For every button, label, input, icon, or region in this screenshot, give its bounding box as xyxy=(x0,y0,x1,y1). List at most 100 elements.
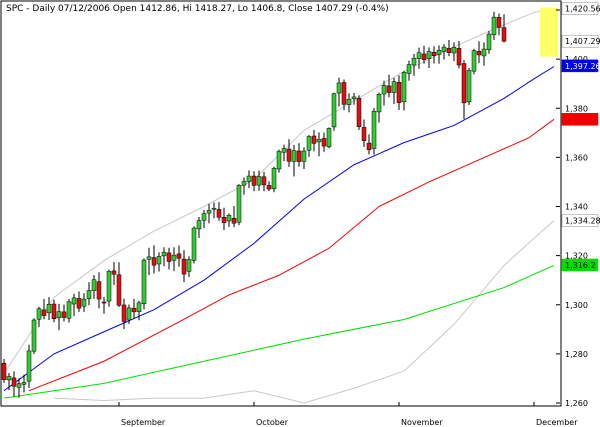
candle-body xyxy=(56,311,62,319)
candle-body xyxy=(391,81,397,93)
candle-body xyxy=(421,53,427,60)
candle-body xyxy=(386,85,392,93)
plot-frame xyxy=(0,0,562,407)
candle-body xyxy=(431,51,437,56)
candle-body xyxy=(91,279,97,291)
candle-body xyxy=(461,63,467,104)
candle-body xyxy=(26,350,32,382)
candle-body xyxy=(261,176,267,186)
candle-body xyxy=(426,51,432,59)
candle-body xyxy=(286,148,292,162)
candle-body xyxy=(351,96,357,100)
price-label-box xyxy=(561,258,599,272)
candle-body xyxy=(416,52,422,59)
series-line xyxy=(3,264,555,399)
candle-body xyxy=(456,48,462,66)
candle-body xyxy=(231,218,237,224)
candle-body xyxy=(136,302,142,312)
highlight-box xyxy=(540,7,558,57)
candle-body xyxy=(186,259,192,272)
candle-body xyxy=(226,215,232,222)
candle-body xyxy=(171,254,177,261)
candle-body xyxy=(496,17,502,28)
candle-body xyxy=(116,274,122,306)
candle-body xyxy=(236,185,242,223)
candle-body xyxy=(311,135,317,144)
candle-body xyxy=(466,70,472,103)
candle-body xyxy=(211,207,217,210)
candle-body xyxy=(121,304,127,322)
candle-body xyxy=(486,33,492,51)
candle-body xyxy=(131,307,137,313)
candle-body xyxy=(86,290,92,299)
candle-body xyxy=(31,319,37,352)
candle-body xyxy=(401,72,407,103)
candle-body xyxy=(246,175,252,182)
candle-body xyxy=(251,175,257,186)
y-tick-label: 1,280 xyxy=(565,350,588,359)
candle-body xyxy=(161,251,167,257)
candle-body xyxy=(16,383,22,388)
candle-body xyxy=(66,301,72,319)
candle-body xyxy=(141,259,147,305)
candle-body xyxy=(76,298,82,309)
candle-body xyxy=(151,257,157,266)
candle-body xyxy=(276,151,282,170)
y-tick-label: 1,360 xyxy=(565,153,588,162)
series-line xyxy=(28,118,555,392)
price-label: 1,375 xyxy=(565,115,588,124)
candle-body xyxy=(301,150,307,162)
candle-body xyxy=(446,48,452,53)
candle-body xyxy=(411,57,417,66)
y-tick-label: 1,260 xyxy=(565,399,588,408)
y-tick-label: 1,380 xyxy=(565,104,588,113)
candle-body xyxy=(306,136,312,151)
candle-body xyxy=(356,97,362,127)
candle-body xyxy=(361,127,367,141)
candle-body xyxy=(181,258,187,275)
candle-body xyxy=(451,47,457,54)
price-label: 1,397.26 xyxy=(565,62,600,71)
x-tick-label: September xyxy=(121,418,166,427)
candle-body xyxy=(196,220,202,230)
candle-body xyxy=(146,256,152,260)
candle-body xyxy=(271,167,277,190)
series-line xyxy=(3,66,555,392)
candle-body xyxy=(321,138,327,147)
candle-body xyxy=(156,256,162,265)
candle-body xyxy=(256,176,262,186)
candle-body xyxy=(216,209,222,218)
candle-body xyxy=(21,382,27,385)
price-label-box xyxy=(561,214,599,227)
candle-body xyxy=(96,281,102,300)
candle-body xyxy=(111,270,117,275)
candle-body xyxy=(191,227,197,261)
price-label-box xyxy=(561,59,599,73)
candle-body xyxy=(471,50,477,72)
candle-body xyxy=(126,307,132,321)
price-label: 1,420.56 xyxy=(565,5,600,14)
candle-body xyxy=(201,213,207,221)
candle-body xyxy=(221,217,227,223)
candle-body xyxy=(366,142,372,151)
candle-body xyxy=(71,297,77,305)
y-tick-label: 1,320 xyxy=(565,252,588,261)
candle-body xyxy=(281,148,287,153)
candle-body xyxy=(406,64,412,74)
candle-body xyxy=(441,46,447,52)
candle-body xyxy=(166,252,172,262)
candle-body xyxy=(106,271,112,302)
series-line xyxy=(53,220,555,404)
candle-body xyxy=(291,150,297,162)
candle-body xyxy=(1,362,7,380)
candle-body xyxy=(6,376,12,381)
candle-body xyxy=(381,85,387,95)
price-label-box xyxy=(561,113,599,126)
candle-body xyxy=(81,298,87,307)
candle-body xyxy=(491,16,497,36)
candle-body xyxy=(206,210,212,214)
candle-body xyxy=(101,301,107,304)
candle-body xyxy=(476,51,482,56)
price-label: 1,407.29 xyxy=(565,37,600,46)
candle-body xyxy=(46,304,52,314)
